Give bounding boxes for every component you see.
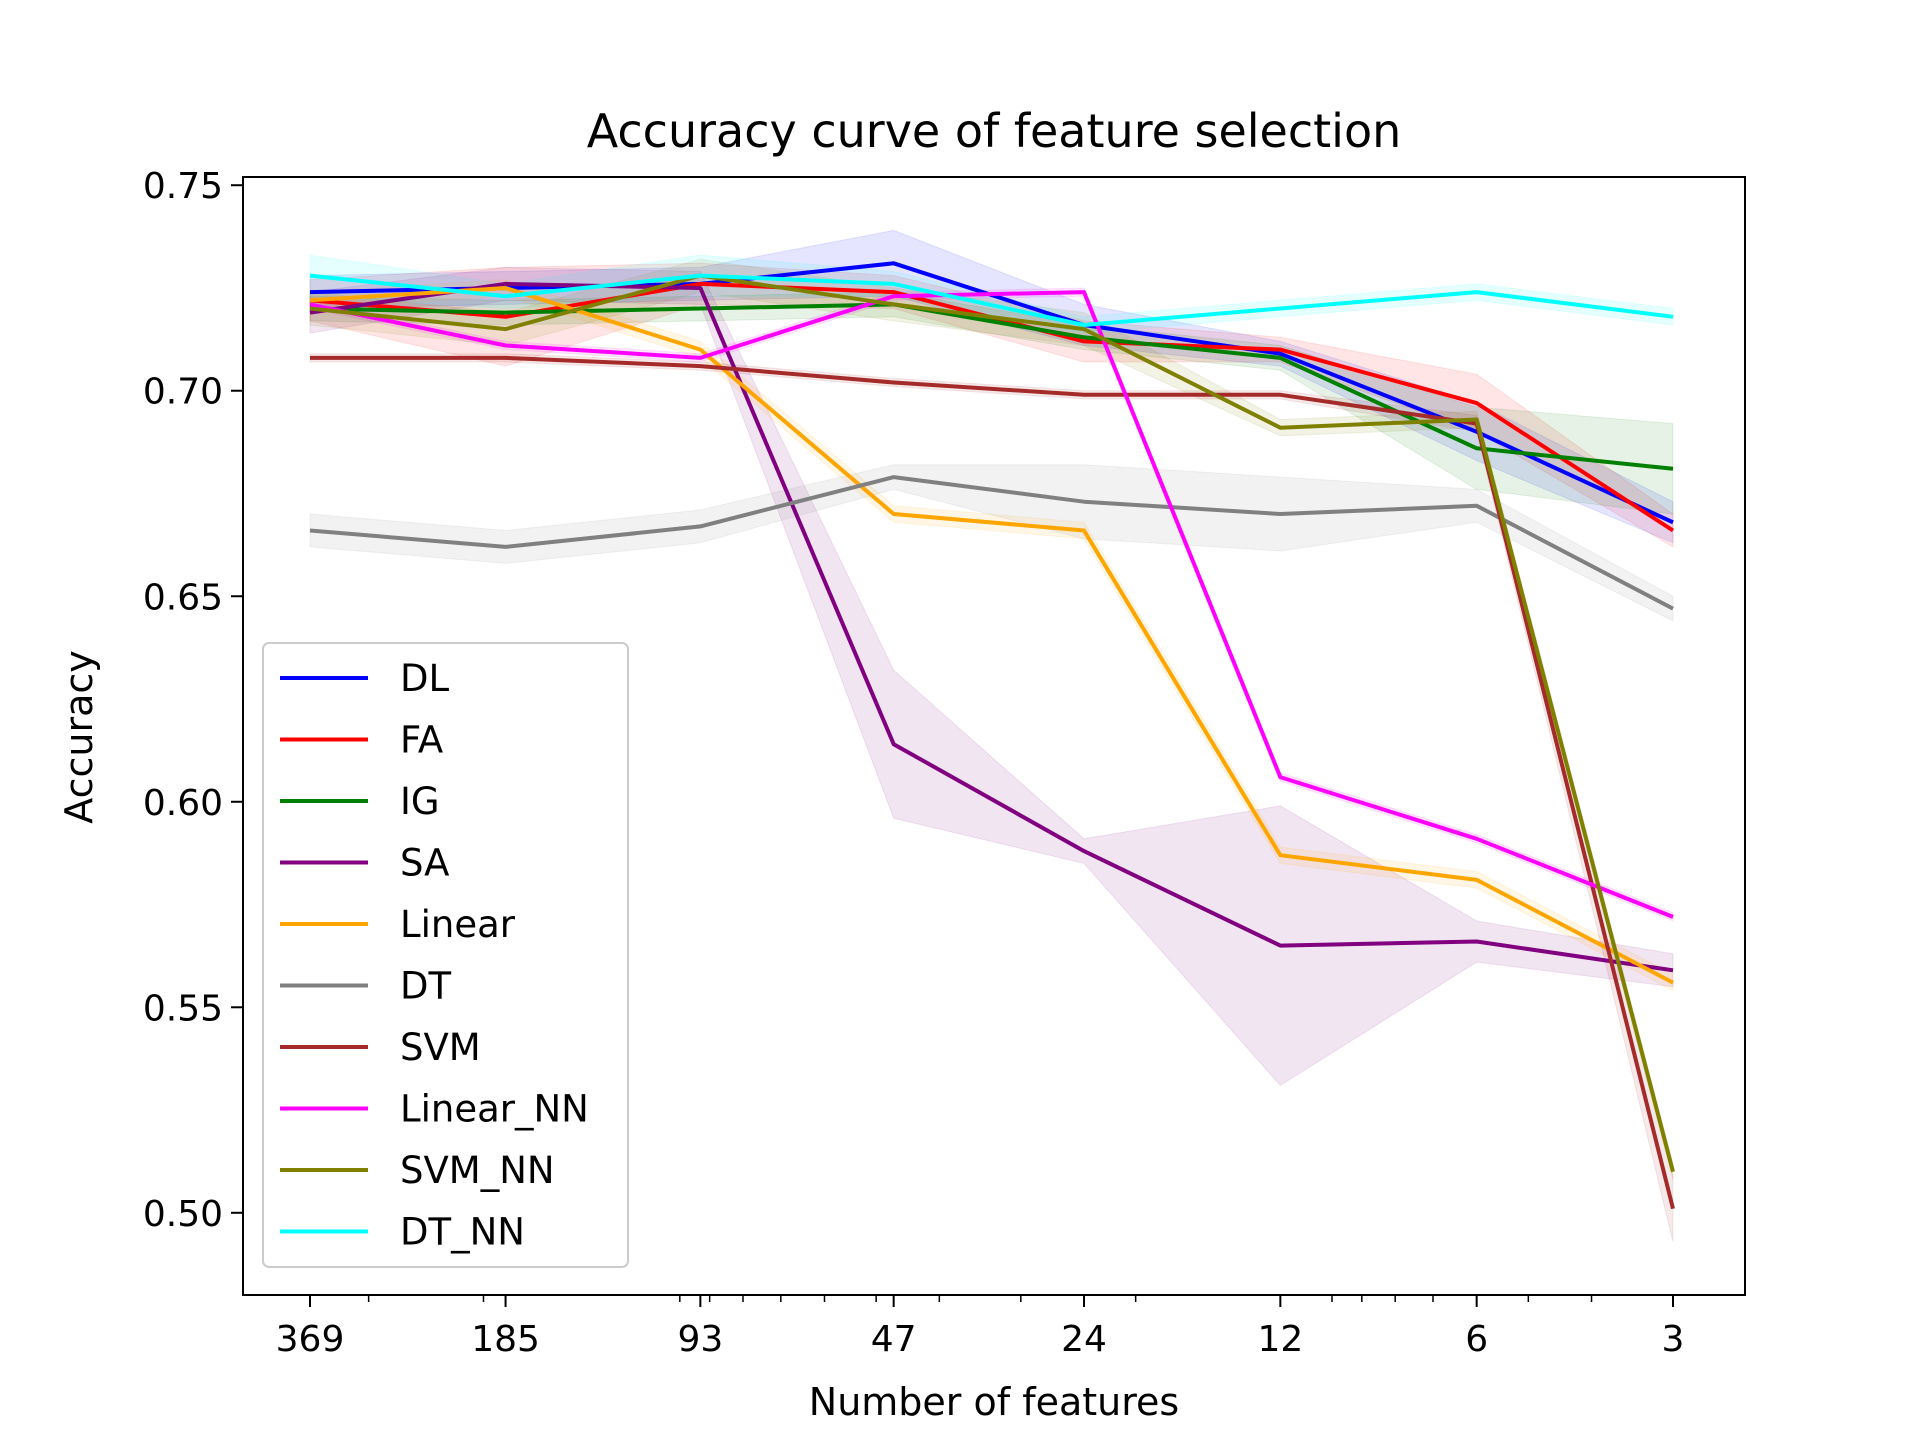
y-tick-label: 0.60 bbox=[143, 783, 223, 824]
legend-label-svm-nn: SVM_NN bbox=[400, 1149, 555, 1192]
legend-label-dl: DL bbox=[400, 657, 449, 700]
band-linear-nn bbox=[309, 287, 1674, 922]
x-tick-label: 185 bbox=[471, 1319, 540, 1360]
x-tick-label: 24 bbox=[1061, 1319, 1107, 1360]
x-tick-label: 47 bbox=[871, 1319, 917, 1360]
legend-label-fa: FA bbox=[400, 719, 443, 762]
legend: DL FA IG SA Linear DT SVM Linear_NN SVM_NN DT_NN bbox=[262, 642, 629, 1268]
legend-label-svm: SVM bbox=[400, 1026, 481, 1069]
x-tick-label: 369 bbox=[276, 1319, 345, 1360]
x-axis-label: Number of features bbox=[809, 1380, 1179, 1424]
y-tick-label: 0.50 bbox=[143, 1194, 223, 1235]
line-linear bbox=[309, 286, 1674, 985]
plot-frame bbox=[242, 176, 1746, 1296]
line-ig bbox=[309, 302, 1674, 471]
x-tick-label: 12 bbox=[1257, 1319, 1303, 1360]
axis-ticks: 0.50 0.55 0.60 0.65 0.70 0.75 369 185 93 47 24 12 6 3 bbox=[143, 166, 1685, 1360]
legend-label-dt-nn: DT_NN bbox=[400, 1211, 525, 1254]
y-tick-label: 0.70 bbox=[143, 372, 223, 413]
line-sa bbox=[309, 281, 1674, 973]
band-sa bbox=[309, 266, 1674, 1087]
legend-label-linear: Linear bbox=[400, 903, 516, 946]
chart-title: Accuracy curve of feature selection bbox=[587, 104, 1402, 158]
y-axis-label: Accuracy bbox=[57, 650, 101, 824]
x-tick-label: 93 bbox=[677, 1319, 723, 1360]
line-linear-nn bbox=[309, 290, 1674, 919]
band-svm bbox=[309, 353, 1674, 1242]
legend-label-dt: DT bbox=[400, 965, 451, 1008]
series-lines bbox=[309, 261, 1675, 1210]
legend-label-ig: IG bbox=[400, 780, 440, 823]
line-dt-nn bbox=[309, 273, 1674, 327]
band-dt bbox=[309, 464, 1674, 622]
y-tick-label: 0.55 bbox=[143, 988, 223, 1029]
y-tick-label: 0.75 bbox=[143, 166, 223, 207]
band-linear bbox=[309, 279, 1674, 992]
x-tick-label: 3 bbox=[1662, 1319, 1685, 1360]
legend-label-linear-nn: Linear_NN bbox=[400, 1088, 589, 1131]
line-dt bbox=[309, 475, 1674, 611]
x-tick-label: 6 bbox=[1465, 1319, 1488, 1360]
legend-label-sa: SA bbox=[400, 842, 449, 885]
line-svm-nn bbox=[309, 273, 1675, 1173]
y-tick-label: 0.65 bbox=[143, 577, 223, 618]
band-dt-nn bbox=[309, 254, 1674, 334]
line-svm bbox=[310, 355, 1675, 1210]
